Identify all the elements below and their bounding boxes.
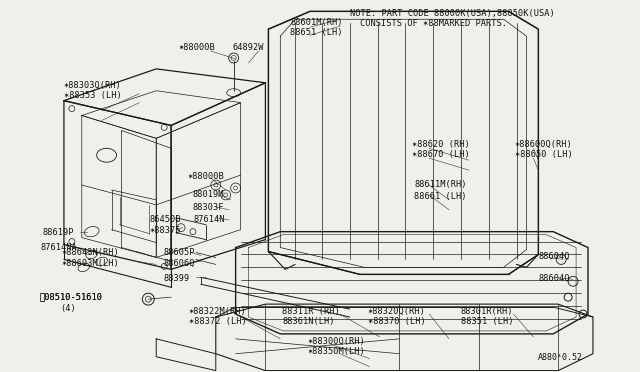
Text: 87614NA: 87614NA: [40, 243, 77, 251]
Text: ✶88353 (LH): ✶88353 (LH): [64, 91, 122, 100]
Text: A880⁴0.52: A880⁴0.52: [538, 353, 583, 362]
Text: 88605P: 88605P: [163, 247, 195, 257]
Text: Ⓢ08510-51610: Ⓢ08510-51610: [40, 292, 103, 301]
Text: ✶88372 (LH): ✶88372 (LH): [189, 317, 247, 326]
Text: ✶88320Q(RH): ✶88320Q(RH): [367, 307, 426, 316]
Text: ✶88300Q(RH): ✶88300Q(RH): [308, 337, 366, 346]
Text: 88311R (RH): 88311R (RH): [282, 307, 340, 316]
Text: ✶88000B: ✶88000B: [188, 172, 225, 181]
Text: (4): (4): [60, 304, 76, 313]
Text: 87614N: 87614N: [194, 215, 225, 224]
Text: ✶88350M(LH): ✶88350M(LH): [308, 347, 366, 356]
Text: 88661 (LH): 88661 (LH): [414, 192, 467, 201]
Text: ✶88370 (LH): ✶88370 (LH): [367, 317, 426, 326]
Text: 88604Q: 88604Q: [538, 274, 570, 283]
Text: 88601M(RH): 88601M(RH): [290, 18, 343, 27]
Text: 88019M: 88019M: [193, 190, 225, 199]
Text: 08510-51610: 08510-51610: [40, 292, 103, 301]
Text: ✶88650 (LH): ✶88650 (LH): [515, 150, 572, 159]
Text: ✶88303Q(RH): ✶88303Q(RH): [64, 81, 122, 90]
Text: 88611M(RH): 88611M(RH): [414, 180, 467, 189]
Text: 88303F: 88303F: [193, 203, 225, 212]
Text: ✶88670 (LH): ✶88670 (LH): [412, 150, 470, 159]
Text: 88604Q: 88604Q: [538, 251, 570, 260]
Text: ✶88643N(RH): ✶88643N(RH): [62, 247, 120, 257]
Text: NOTE: PART CODE 88000K(USA),88050K(USA): NOTE: PART CODE 88000K(USA),88050K(USA): [350, 9, 554, 18]
Text: 88606Q: 88606Q: [163, 259, 195, 269]
Text: 88351 (LH): 88351 (LH): [461, 317, 513, 326]
Text: ✶88693M(LH): ✶88693M(LH): [62, 259, 120, 269]
Text: ✶88375: ✶88375: [149, 226, 180, 235]
Text: 88301R(RH): 88301R(RH): [461, 307, 513, 316]
Text: ✶88600Q(RH): ✶88600Q(RH): [515, 140, 572, 149]
Text: 86450B: 86450B: [149, 215, 180, 224]
Text: ✶88322M(RH): ✶88322M(RH): [189, 307, 247, 316]
Text: 88619P: 88619P: [42, 228, 74, 237]
Text: ✶88000B: ✶88000B: [179, 43, 216, 52]
Text: CONSISTS OF ✶88MARKED PARTS.: CONSISTS OF ✶88MARKED PARTS.: [360, 19, 507, 28]
Text: ✶88620 (RH): ✶88620 (RH): [412, 140, 470, 149]
Text: 64892W: 64892W: [233, 43, 264, 52]
Text: 88399: 88399: [163, 274, 189, 283]
Text: 88651 (LH): 88651 (LH): [290, 28, 343, 37]
Text: 88361N(LH): 88361N(LH): [282, 317, 335, 326]
